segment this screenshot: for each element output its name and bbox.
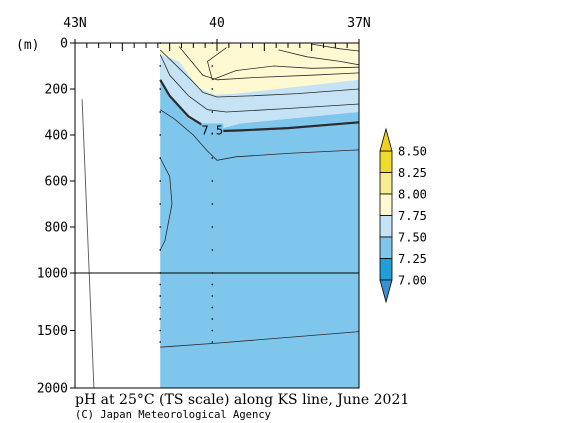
contour-line-8 xyxy=(159,157,173,251)
y-tick-label: 1500 xyxy=(37,324,68,339)
colorbar-bottom-arrow xyxy=(379,279,393,304)
x-tick-label: 37N xyxy=(347,16,370,31)
credit-text: (C) Japan Meteorological Agency xyxy=(75,409,271,421)
station-dot xyxy=(211,111,214,113)
y-tick-label: 800 xyxy=(45,221,68,236)
colorbar-segment xyxy=(379,193,393,216)
station-dot xyxy=(211,341,214,343)
contour-line-1 xyxy=(159,109,360,161)
contour-line-4 xyxy=(178,46,360,81)
station-dot xyxy=(211,306,214,309)
y-tick-label: 600 xyxy=(45,175,68,190)
station-dot xyxy=(159,180,162,182)
station-dot xyxy=(159,65,162,67)
station-dot xyxy=(159,318,162,320)
x-tick-label: 40 xyxy=(209,16,225,31)
station-dot xyxy=(159,111,162,113)
colorbar-segment xyxy=(379,172,393,195)
colorbar: 8.50 8.25 8.00 7.75 7.50 7.25 7.00 xyxy=(379,127,427,304)
y-tick-label: 400 xyxy=(45,129,68,144)
station-dot xyxy=(211,157,214,159)
station-dot xyxy=(159,88,162,90)
contour-labels: 7.5 xyxy=(201,123,224,137)
colorbar-top-arrow xyxy=(379,127,393,152)
contour-line-2 xyxy=(159,54,360,113)
station-dot xyxy=(211,203,214,205)
colorbar-segment xyxy=(379,150,393,173)
contour-line-5 xyxy=(207,47,360,81)
station-dots xyxy=(159,42,214,343)
colorbar-label: 7.50 xyxy=(398,231,427,245)
colorbar-segment xyxy=(379,215,393,238)
station-dot xyxy=(159,226,162,228)
chart-title: pH at 25°C (TS scale) along KS line, Jun… xyxy=(75,392,409,408)
station-dot xyxy=(211,65,214,67)
station-dot xyxy=(159,249,162,251)
contour-line-9 xyxy=(160,331,360,348)
contour-line-6 xyxy=(278,49,360,66)
ph-regions xyxy=(160,43,359,131)
station-dot xyxy=(211,226,214,228)
colorbar-label: 8.00 xyxy=(398,188,427,202)
colorbar-segment xyxy=(379,258,393,281)
station-dot xyxy=(211,283,214,286)
y-axis-depth: 0 200 400 600 800 1000 1500 2000 xyxy=(37,37,75,397)
x-axis-latitude: 43N 40 37N xyxy=(63,16,371,51)
colorbar-segment xyxy=(379,236,393,259)
station-dot xyxy=(159,341,162,343)
station-dot xyxy=(211,329,214,332)
station-dot xyxy=(211,88,214,90)
region-7-75-8-00 xyxy=(160,43,359,95)
y-tick-label: 2000 xyxy=(37,382,68,397)
station-dot xyxy=(159,306,162,309)
colorbar-label: 7.25 xyxy=(398,252,427,266)
colorbar-label: 8.25 xyxy=(398,166,427,180)
station-dot xyxy=(211,180,214,182)
plot-area: 7.5 xyxy=(74,42,360,389)
y-tick-label: 1000 xyxy=(37,267,68,282)
station-dot xyxy=(211,249,214,251)
station-dot xyxy=(211,295,214,297)
station-dot xyxy=(159,295,162,297)
station-dot xyxy=(159,329,162,332)
y-unit-label: (m) xyxy=(16,38,39,53)
y-tick-label: 0 xyxy=(60,37,68,52)
station-dot xyxy=(159,157,162,159)
y-tick-label: 200 xyxy=(45,83,68,98)
station-dot xyxy=(211,318,214,320)
station-dot xyxy=(159,203,162,205)
station-dot xyxy=(159,134,162,136)
contour-line-3 xyxy=(159,49,360,98)
colorbar-label: 8.50 xyxy=(398,145,427,159)
contour-line-7 xyxy=(311,43,360,52)
station-dot xyxy=(159,283,162,286)
contour-label-bg xyxy=(201,123,224,137)
colorbar-label: 7.00 xyxy=(398,274,427,288)
colorbar-label: 7.75 xyxy=(398,209,427,223)
contour-label: 7.5 xyxy=(201,123,223,137)
x-tick-label: 43N xyxy=(63,16,86,31)
